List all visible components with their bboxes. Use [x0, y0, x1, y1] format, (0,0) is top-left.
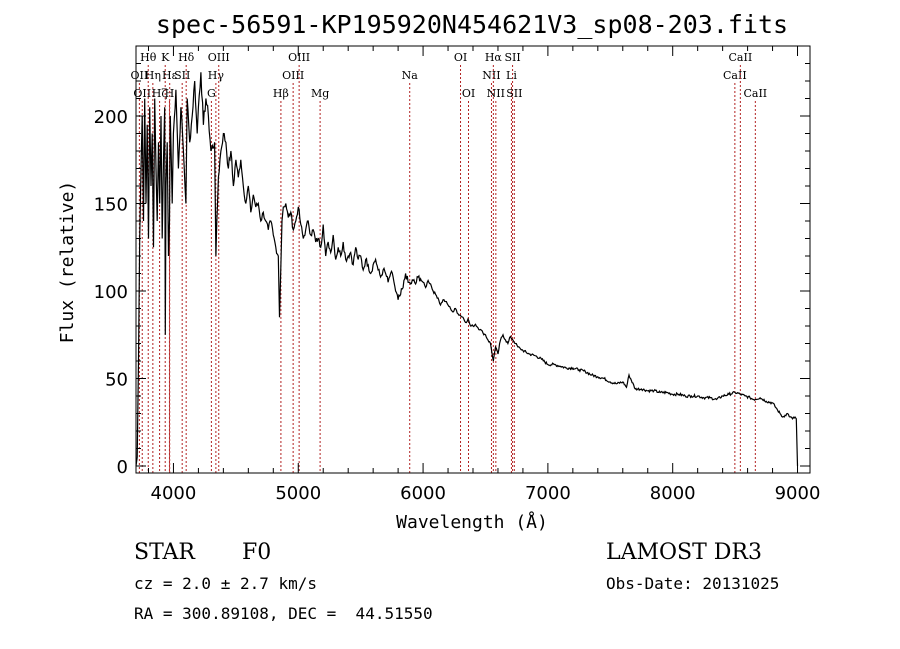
line-markers: OIIOIIHθHηHζKHHεSIIHδGHγOIIIHβOIIIOIIIMg…: [131, 51, 767, 473]
object-subclass: F0: [242, 540, 272, 565]
line-marker-label: Hα: [485, 51, 503, 64]
line-marker-label: Hη: [145, 69, 161, 82]
line-marker-label: SII: [506, 87, 522, 100]
x-tick-label: 9000: [775, 483, 821, 504]
line-marker-label: Mg: [311, 87, 329, 100]
y-axis: 0 50 100 150 200: [94, 63, 810, 478]
redshift-readout: cz = 2.0 ± 2.7 km/s: [134, 574, 318, 593]
y-tick-label: 50: [105, 370, 128, 391]
line-marker-label: Hβ: [273, 87, 289, 100]
line-marker-label: Hγ: [208, 69, 225, 82]
x-axis: 4000 5000 6000 7000 8000 9000: [147, 46, 821, 504]
survey-name: LAMOST DR3: [606, 540, 762, 565]
line-marker-label: CaII: [743, 87, 767, 100]
x-tick-label: 8000: [650, 483, 696, 504]
line-marker-label: Hδ: [178, 51, 195, 64]
y-tick-label: 150: [94, 195, 128, 216]
line-marker-label: Na: [402, 69, 419, 82]
line-marker-label: OIII: [208, 51, 230, 64]
line-marker-label: Li: [506, 69, 517, 82]
y-tick-label: 100: [94, 282, 128, 303]
line-marker-label: OII: [133, 87, 151, 100]
line-marker-label: OI: [462, 87, 475, 100]
line-marker-label: OI: [454, 51, 467, 64]
x-tick-label: 7000: [525, 483, 571, 504]
line-marker-label: CaII: [723, 69, 747, 82]
line-marker-label: Hζ: [152, 87, 168, 100]
line-marker-label: OII: [131, 69, 149, 82]
chart-title: spec-56591-KP195920N454621V3_sp08-203.fi…: [156, 10, 788, 39]
x-tick-label: 5000: [275, 483, 321, 504]
line-marker-label: Hθ: [140, 51, 157, 64]
line-marker-label: Hε: [162, 69, 178, 82]
spectrum-series-line: [135, 72, 799, 467]
x-tick-label: 6000: [400, 483, 446, 504]
line-marker-label: H: [165, 87, 175, 100]
y-tick-label: 0: [117, 457, 128, 478]
line-marker-label: OIII: [282, 69, 304, 82]
line-marker-label: SII: [174, 69, 190, 82]
plot-frame: [135, 45, 811, 474]
x-axis-label: Wavelength (Å): [396, 511, 548, 533]
object-class: STAR: [134, 540, 195, 565]
observation-date: Obs-Date: 20131025: [606, 574, 780, 593]
line-marker-label: CaII: [729, 51, 753, 64]
line-marker-label: OIII: [288, 51, 310, 64]
line-marker-label: G: [207, 87, 216, 100]
x-tick-label: 4000: [151, 483, 197, 504]
line-marker-label: NII: [482, 69, 500, 82]
line-marker-label: SII: [504, 51, 520, 64]
y-tick-label: 200: [94, 107, 128, 128]
y-axis-label: Flux (relative): [57, 181, 78, 344]
line-marker-label: NII: [487, 87, 505, 100]
coordinates-readout: RA = 300.89108, DEC = 44.51550: [134, 604, 433, 623]
line-marker-label: K: [161, 51, 170, 64]
